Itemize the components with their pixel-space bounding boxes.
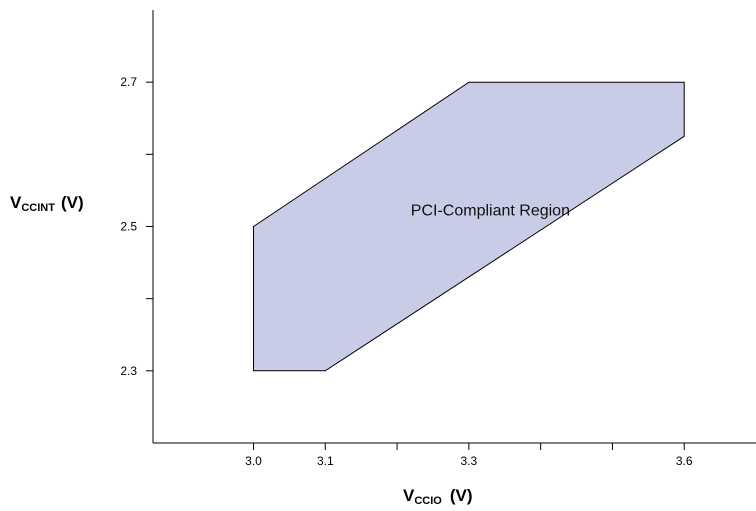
y-axis-title: VCCINT (V)	[10, 193, 84, 214]
x-tick-label: 3.0	[245, 454, 262, 468]
x-axis-title-subscript: CCIO	[414, 495, 442, 507]
axes	[146, 10, 756, 450]
y-tick-label: 2.7	[120, 75, 137, 89]
region-label: PCI-Compliant Region	[411, 203, 570, 220]
y-axis-title-main: V	[10, 193, 22, 212]
x-tick-label: 3.6	[676, 454, 693, 468]
plot-area: PCI-Compliant Region	[253, 81, 685, 372]
x-tick-label: 3.3	[461, 454, 478, 468]
x-axis-title: VCCIO (V)	[403, 486, 473, 507]
y-tick-label: 2.5	[120, 220, 137, 234]
x-axis-title-main: V	[403, 486, 415, 505]
y-tick-label: 2.3	[120, 364, 137, 378]
y-axis-title-subscript: CCINT	[21, 202, 55, 214]
y-axis-title-unit: (V)	[61, 193, 84, 212]
x-axis-title-unit: (V)	[450, 486, 473, 505]
labels: 2.3 2.5 2.7 3.0 3.1 3.3 3.6	[120, 75, 693, 468]
x-tick-label: 3.1	[317, 454, 334, 468]
pci-compliant-region	[253, 81, 685, 372]
